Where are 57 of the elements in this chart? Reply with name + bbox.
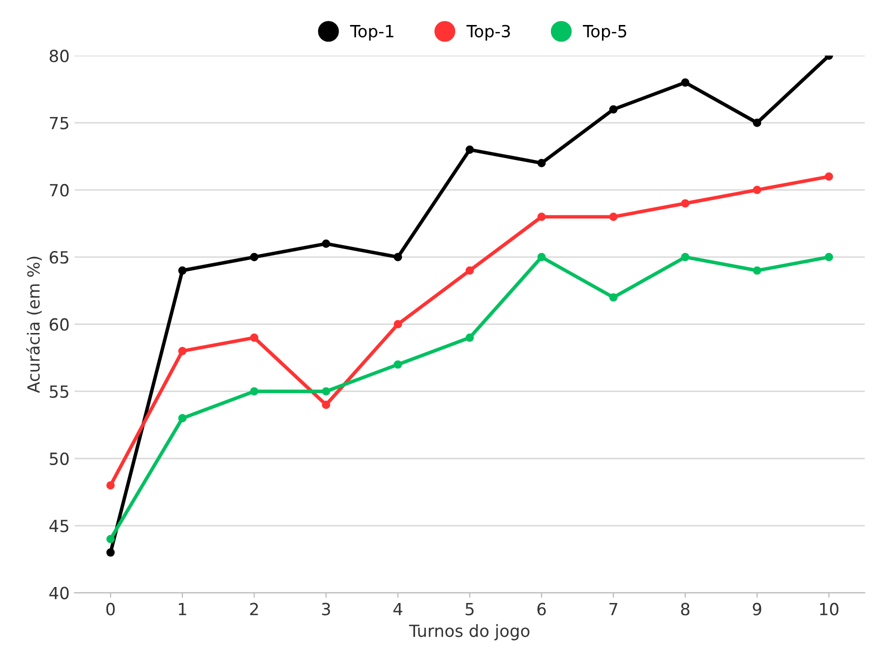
point	[824, 172, 834, 181]
x-tick-label: 7	[609, 603, 618, 616]
point	[752, 266, 762, 275]
point	[250, 387, 258, 396]
point	[322, 239, 330, 248]
point	[609, 212, 618, 221]
point	[106, 481, 115, 490]
x-tick-label: 4	[393, 603, 402, 616]
x-tick-label: 0	[106, 602, 115, 616]
x-axis-title: Turnos do jogo	[409, 624, 530, 640]
y-tick-label: 55	[50, 386, 68, 398]
y-tick-label: 75	[50, 116, 68, 130]
point	[609, 293, 618, 302]
y-tick-label: 60	[50, 318, 69, 331]
y-tick-label: 65	[50, 251, 68, 264]
point	[394, 320, 402, 328]
legend-label: Top-3	[466, 24, 510, 41]
point	[537, 158, 546, 168]
point	[752, 186, 762, 194]
y-tick-label: 50	[50, 452, 69, 466]
point	[824, 252, 834, 262]
x-tick-label: 5	[466, 603, 474, 616]
x-tick-label: 1	[178, 603, 186, 616]
x-tick-label: 6	[537, 602, 546, 616]
point	[466, 146, 474, 154]
point	[394, 360, 402, 369]
point	[178, 414, 187, 422]
point	[106, 548, 115, 557]
point	[466, 266, 474, 275]
point	[681, 78, 690, 87]
point	[609, 105, 618, 114]
x-tick-label: 3	[322, 602, 330, 616]
y-tick-label: 40	[49, 586, 69, 600]
x-tick-label: 10	[820, 602, 838, 616]
point	[178, 266, 187, 275]
legend-label: Top-5	[582, 25, 626, 41]
x-tick-label: 2	[250, 602, 258, 616]
x-tick-label: 8	[681, 602, 690, 616]
point	[466, 333, 474, 342]
y-tick-label: 80	[50, 50, 69, 62]
point	[681, 199, 690, 208]
point	[394, 252, 402, 262]
point	[178, 346, 187, 356]
point	[681, 252, 690, 262]
y-tick-label: 45	[49, 520, 68, 532]
point	[322, 400, 330, 409]
point	[322, 387, 330, 396]
point	[537, 212, 546, 221]
point	[752, 118, 762, 127]
point	[250, 252, 258, 262]
y-axis-title: Acurácia (em %)	[26, 256, 42, 394]
x-tick-label: 9	[752, 602, 762, 616]
point	[106, 534, 115, 544]
legend-label: Top-1	[350, 25, 394, 41]
y-tick-label: 70	[50, 184, 69, 197]
point	[537, 252, 546, 262]
point	[250, 333, 258, 342]
